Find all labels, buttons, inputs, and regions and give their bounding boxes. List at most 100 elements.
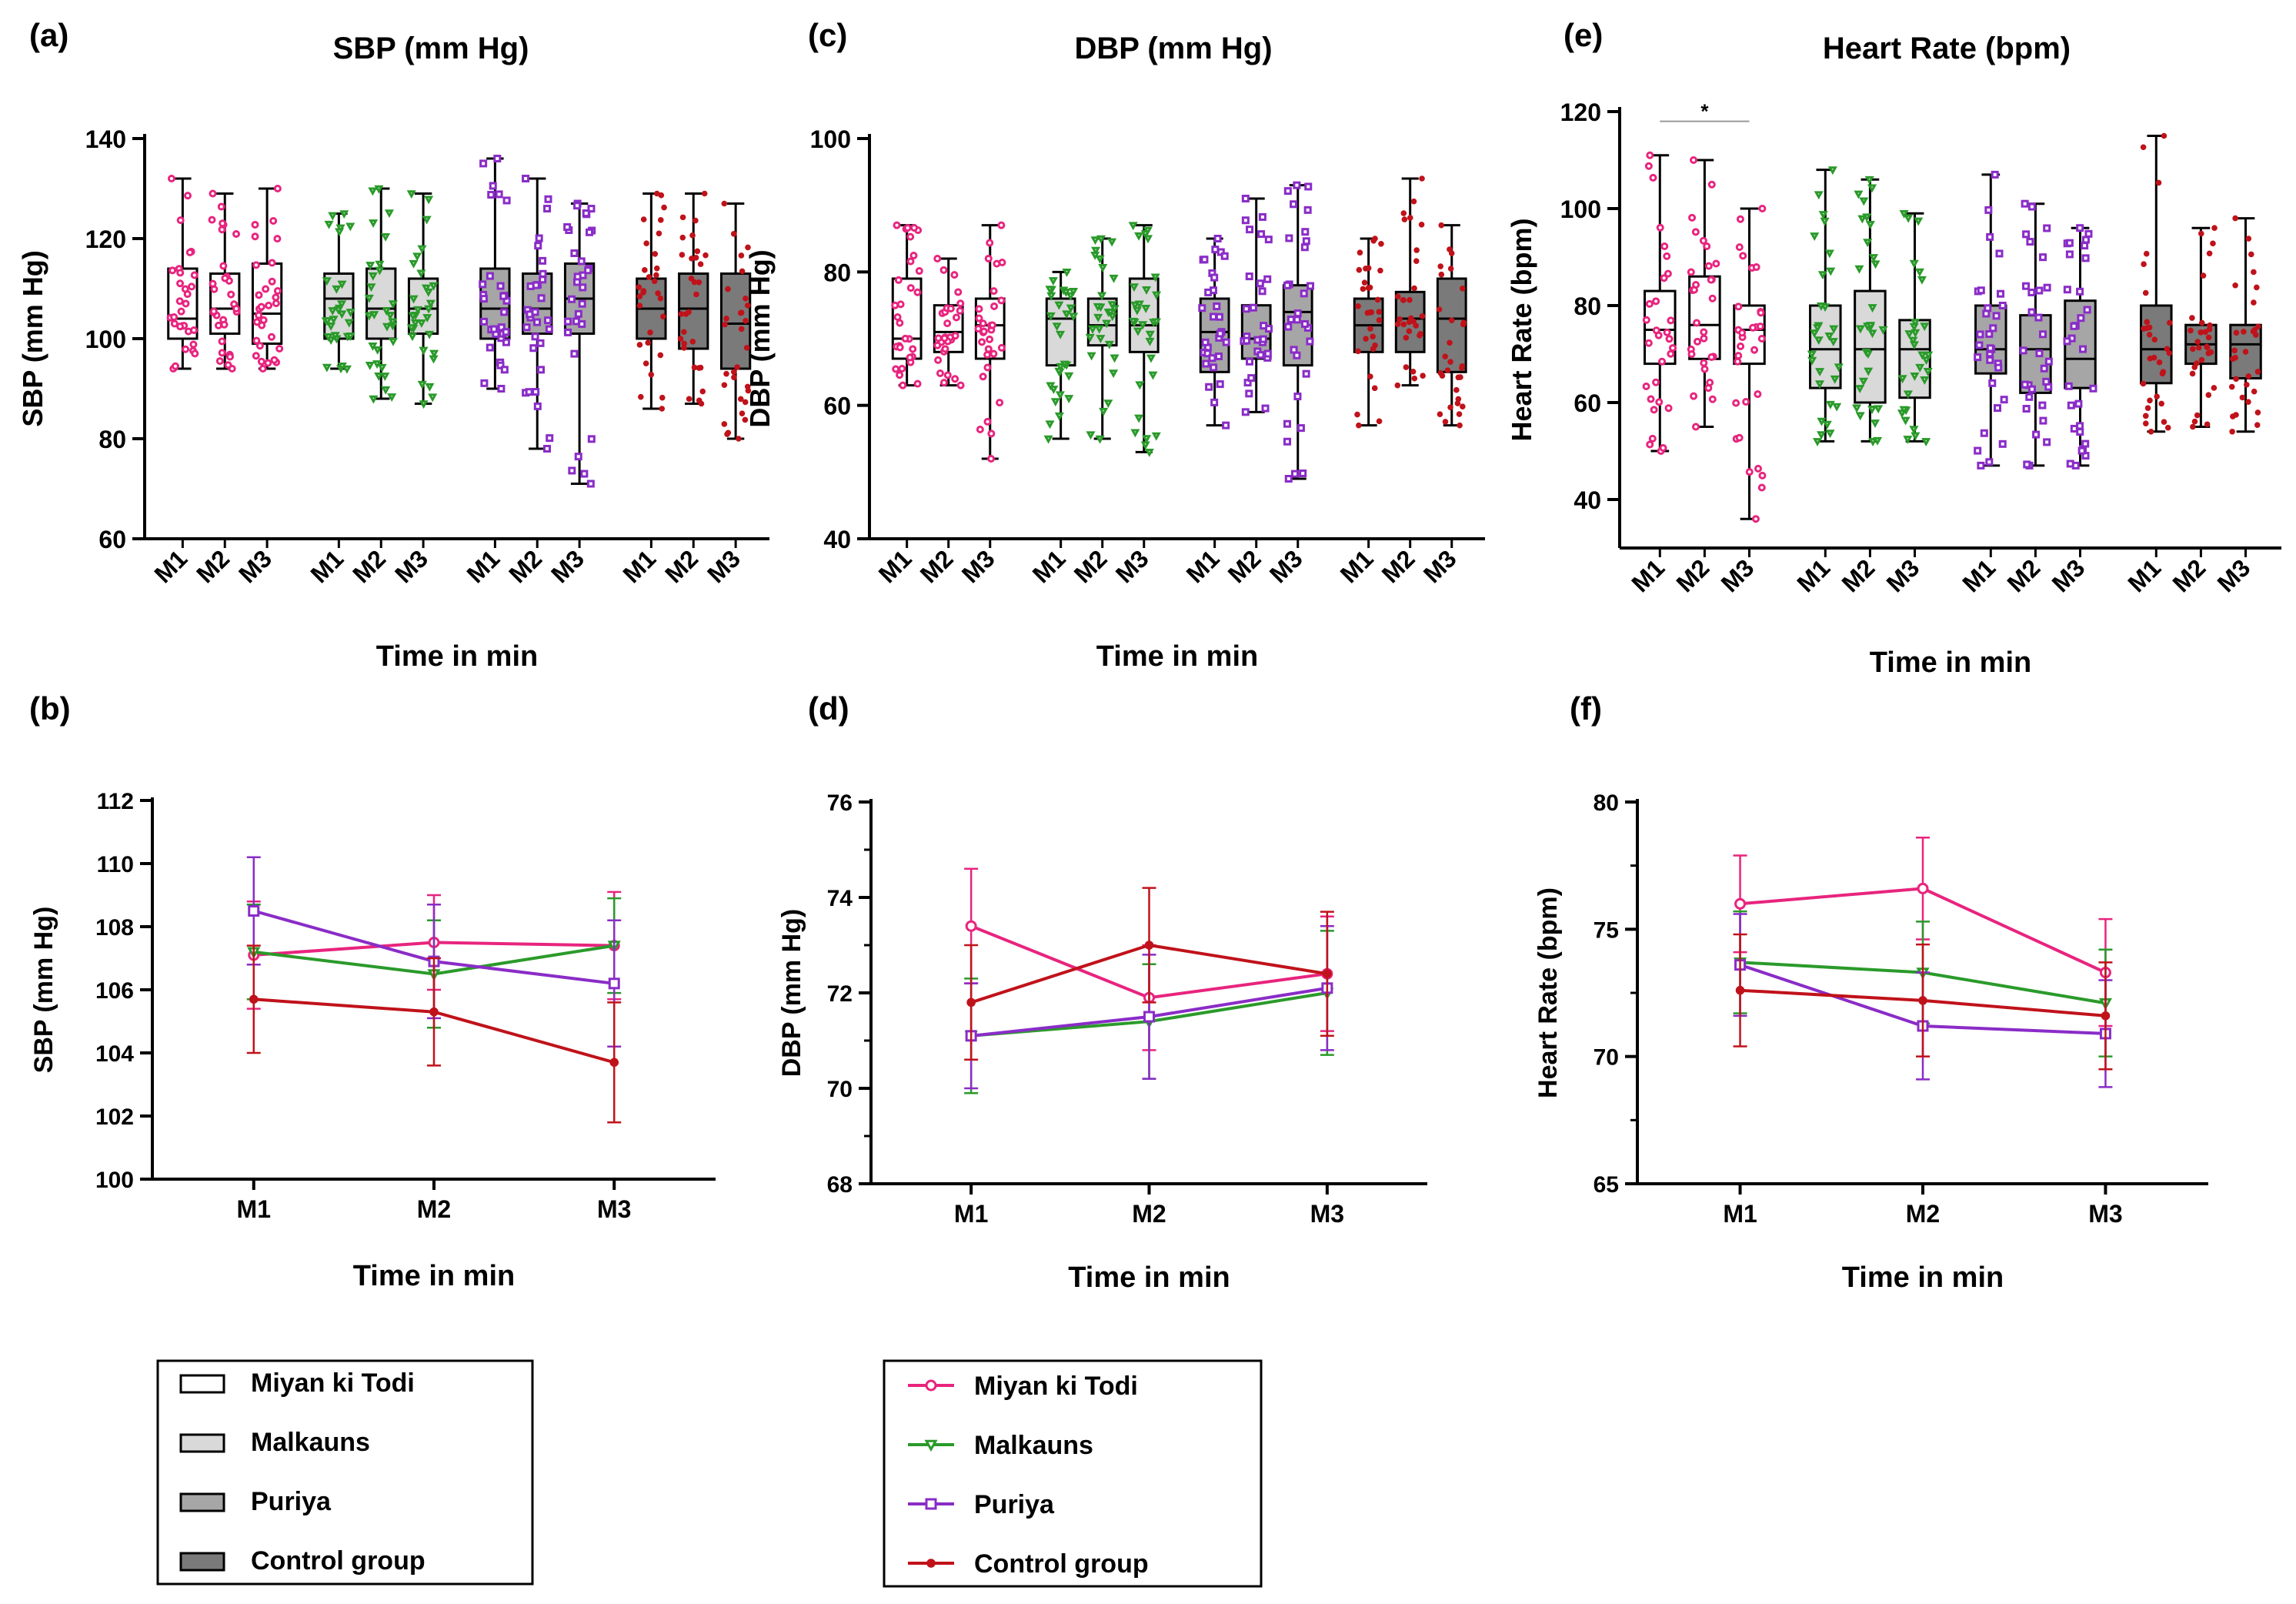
- data-point: [1284, 322, 1293, 331]
- data-point: [264, 359, 272, 367]
- data-point: [496, 282, 505, 290]
- data-point: [677, 336, 684, 342]
- data-point: [1658, 357, 1667, 366]
- x-axis-label: Time in min: [1870, 647, 2031, 679]
- box-puriya-M2: M2: [1223, 195, 1273, 588]
- data-point: [655, 290, 661, 296]
- data-point: [1102, 319, 1112, 329]
- data-point: [169, 266, 177, 275]
- data-point: [1442, 419, 1449, 425]
- data-point: [1820, 303, 1830, 312]
- data-point: [1406, 328, 1413, 335]
- data-point: [681, 345, 687, 351]
- data-point: [1986, 344, 1994, 353]
- data-point: [544, 195, 552, 203]
- box-control-group-M2: M2: [1377, 175, 1426, 588]
- data-point: [1046, 292, 1056, 301]
- data-point: [342, 365, 352, 374]
- box-control-group-M2: M2: [659, 190, 709, 588]
- data-point: [364, 294, 374, 303]
- data-point: [1132, 306, 1142, 316]
- data-point: [345, 332, 355, 341]
- data-point: [984, 345, 993, 353]
- data-point: [2206, 250, 2213, 257]
- data-point: [974, 325, 983, 333]
- data-point: [1754, 390, 1762, 399]
- data-point: [1899, 406, 1909, 415]
- data-point: [2198, 356, 2205, 363]
- data-point: [1994, 404, 2002, 413]
- data-point: [1046, 312, 1056, 321]
- data-point: [2147, 429, 2154, 435]
- data-point: [1660, 242, 1669, 251]
- data-point: [975, 305, 983, 313]
- data-point: [2077, 314, 2085, 322]
- data-point: [374, 185, 384, 194]
- data-point: [388, 318, 398, 327]
- data-point: [218, 337, 226, 346]
- legend-marker: [925, 1379, 937, 1392]
- data-point: [1712, 259, 1720, 268]
- data-point: [1982, 309, 1991, 318]
- data-point: [258, 321, 266, 329]
- x-tick-label: M1: [617, 544, 661, 588]
- series-control-group: [964, 887, 1334, 1061]
- data-point: [2211, 225, 2218, 232]
- data-point: [1690, 392, 1698, 400]
- data-point: [539, 269, 547, 278]
- data-point: [2023, 460, 2031, 469]
- significance-marker: *: [1700, 100, 1709, 123]
- y-axis-label: DBP (mm Hg): [777, 909, 806, 1078]
- x-axis-label: Time in min: [1096, 640, 1258, 673]
- data-point: [255, 311, 263, 319]
- x-tick-label: M3: [1418, 544, 1462, 588]
- data-point: [2070, 424, 2078, 433]
- data-point: [1652, 326, 1660, 335]
- data-point: [1045, 420, 1055, 429]
- data-point: [2032, 430, 2041, 439]
- data-point: [1457, 374, 1463, 380]
- data-point: [1242, 305, 1250, 313]
- data-point: [1413, 258, 1420, 265]
- data-point: [1917, 276, 1927, 285]
- data-point: [1091, 246, 1101, 256]
- legend-item: Puriya: [908, 1490, 1055, 1519]
- data-point: [692, 217, 699, 224]
- data-point: [1752, 263, 1760, 272]
- data-point: [1704, 262, 1713, 270]
- data-point: [255, 342, 264, 350]
- legend-label: Control group: [251, 1546, 425, 1576]
- y-axis-label: Heart Rate (bpm): [1533, 887, 1563, 1098]
- data-point: [1095, 255, 1105, 264]
- box-puriya-M3: M3: [546, 199, 596, 588]
- data-point: [333, 306, 343, 315]
- x-tick-label: M2: [2167, 553, 2211, 597]
- data-point: [1694, 337, 1702, 346]
- series-point: [248, 905, 260, 917]
- data-point: [1664, 269, 1672, 278]
- data-point: [1370, 333, 1376, 340]
- data-point: [1365, 285, 1372, 291]
- data-point: [1855, 325, 1865, 334]
- data-point: [1364, 309, 1371, 316]
- data-point: [987, 429, 996, 438]
- data-point: [413, 306, 423, 315]
- data-point: [696, 397, 702, 404]
- series-point: [1143, 1011, 1155, 1023]
- data-point: [2231, 347, 2238, 354]
- data-point: [409, 295, 419, 304]
- data-point: [416, 269, 426, 279]
- series-point: [1144, 941, 1154, 950]
- data-point: [2078, 345, 2087, 353]
- data-point: [636, 342, 643, 348]
- data-point: [1097, 292, 1107, 301]
- data-point: [421, 284, 432, 293]
- data-point: [1991, 170, 1999, 179]
- x-tick-label: M3: [233, 544, 277, 588]
- data-point: [1822, 420, 1832, 429]
- data-point: [1094, 325, 1104, 334]
- data-point: [412, 252, 422, 262]
- data-point: [2038, 401, 2047, 409]
- data-point: [385, 312, 395, 320]
- data-point: [2027, 288, 2036, 296]
